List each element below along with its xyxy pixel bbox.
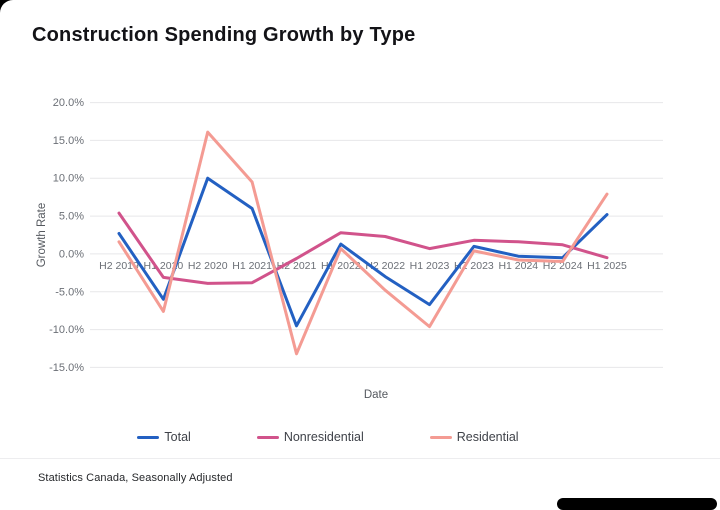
bottom-bar-decoration — [557, 498, 717, 510]
legend-label: Total — [164, 430, 191, 444]
y-tick-label: -5.0% — [55, 286, 84, 298]
y-tick-label: -15.0% — [49, 362, 84, 374]
legend-label: Residential — [456, 430, 519, 444]
legend-label: Nonresidential — [283, 430, 364, 444]
y-tick-label: 15.0% — [53, 135, 84, 147]
chart-legend: Total Nonresidential Residential — [0, 430, 688, 444]
x-tick-label: H1 2024 — [498, 260, 538, 272]
source-note: Statistics Canada, Seasonally Adjusted — [38, 472, 233, 484]
x-tick-label: H2 2020 — [188, 260, 228, 272]
footer: Statistics Canada, Seasonally Adjusted — [0, 458, 720, 510]
chart-title: Construction Spending Growth by Type — [32, 24, 416, 46]
x-tick-label: H1 2023 — [410, 260, 450, 272]
y-tick-label: 5.0% — [59, 211, 84, 223]
legend-item-nonresidential: Nonresidential — [256, 430, 364, 444]
x-tick-label: H2 2024 — [543, 260, 583, 272]
legend-swatch — [256, 435, 279, 439]
series-line-nonresidential — [117, 211, 609, 285]
series-line-total — [117, 176, 609, 328]
y-tick-label: -10.0% — [49, 324, 84, 336]
x-tick-label: H1 2025 — [587, 260, 627, 272]
corner-decoration — [0, 0, 14, 14]
x-axis-label: Date — [364, 389, 388, 401]
legend-swatch — [137, 435, 160, 439]
y-axis-label: Growth Rate — [36, 203, 48, 268]
legend-item-total: Total — [137, 430, 191, 444]
series-line-residential — [117, 130, 609, 356]
y-tick-label: 10.0% — [53, 173, 84, 185]
x-tick-label: H1 2021 — [232, 260, 272, 272]
legend-item-residential: Residential — [429, 430, 519, 444]
y-tick-label: 0.0% — [59, 248, 84, 260]
x-tick-label: H2 2019 — [99, 260, 139, 272]
legend-swatch — [429, 435, 452, 439]
y-tick-label: 20.0% — [53, 97, 84, 109]
